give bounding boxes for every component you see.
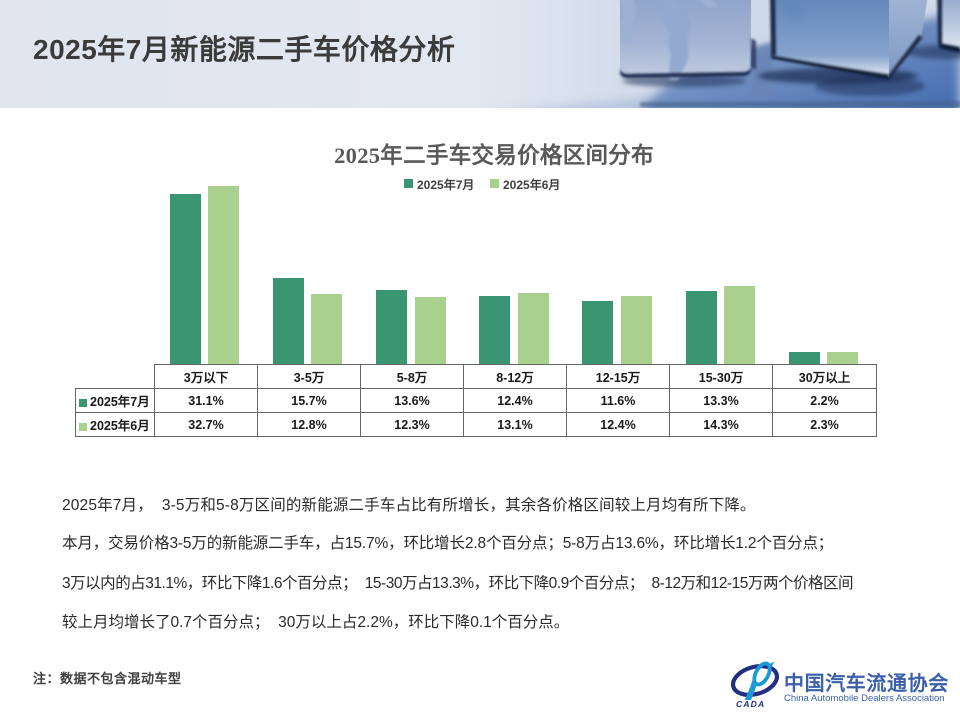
svg-text:CADA: CADA [736, 699, 765, 709]
